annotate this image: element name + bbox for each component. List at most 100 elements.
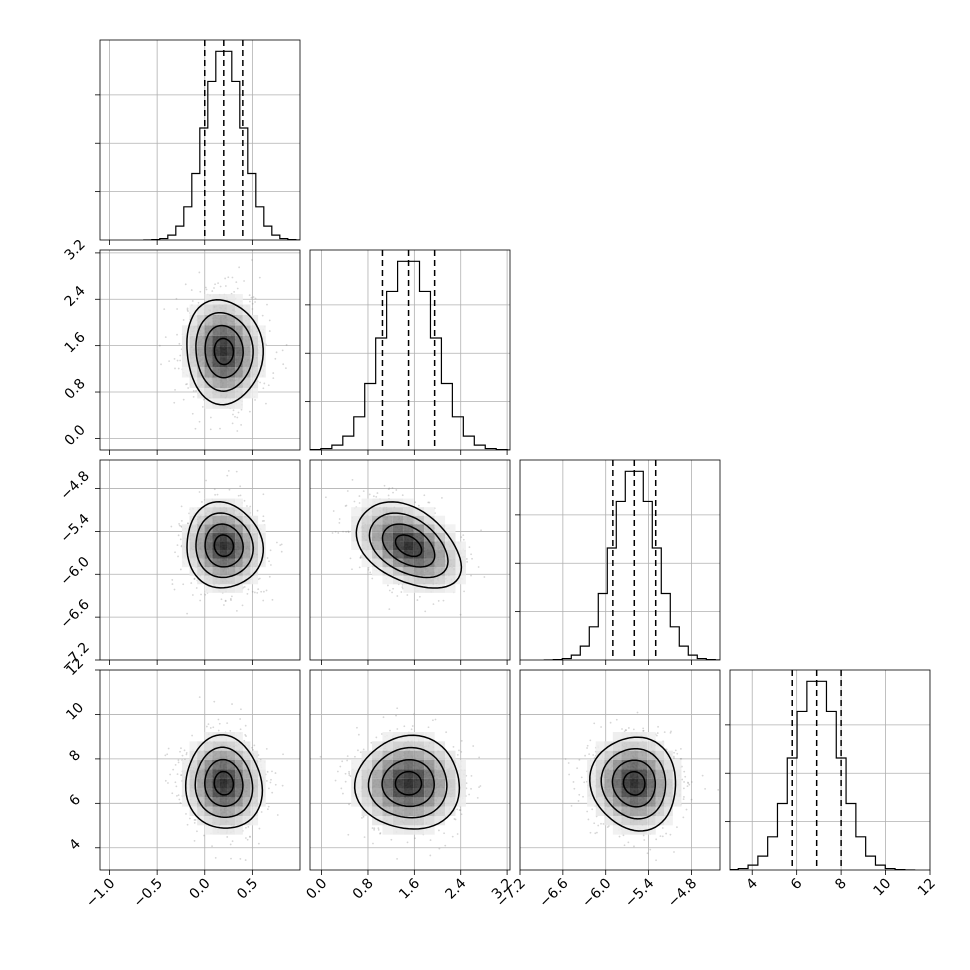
scatter-point xyxy=(387,494,390,497)
density-cell xyxy=(227,346,236,357)
density-cell xyxy=(403,532,414,542)
scatter-point xyxy=(423,494,426,497)
density-cell xyxy=(382,558,393,568)
density-cell xyxy=(220,575,228,585)
density-cell xyxy=(413,541,425,550)
scatter-point xyxy=(174,388,176,391)
density-cell xyxy=(424,532,435,542)
density-cell xyxy=(403,507,414,516)
density-cell xyxy=(197,541,205,550)
scatter-point xyxy=(175,785,178,788)
scatter-point xyxy=(418,595,421,598)
density-cell xyxy=(372,532,383,542)
scatter-point xyxy=(213,287,215,289)
density-cell xyxy=(392,558,404,568)
scatter-point xyxy=(216,493,219,496)
density-cell xyxy=(413,507,425,516)
scatter-point xyxy=(480,529,482,532)
scatter-point xyxy=(229,843,232,846)
density-cell xyxy=(227,387,236,399)
scatter-point xyxy=(184,758,186,761)
density-cell xyxy=(212,741,220,751)
density-cell xyxy=(382,507,393,516)
scatter-point xyxy=(192,389,195,392)
scatter-point xyxy=(347,530,350,533)
density-cell xyxy=(250,806,259,816)
density-cell xyxy=(197,304,205,315)
density-cell xyxy=(392,515,404,525)
density-cell xyxy=(220,825,228,835)
scatter-point xyxy=(177,534,180,537)
density-cell xyxy=(242,356,251,368)
scatter-point xyxy=(254,301,257,303)
scatter-point xyxy=(160,363,162,366)
scatter-point xyxy=(342,530,344,533)
scatter-point xyxy=(243,499,246,502)
panel-3-1: 0.0 0.8 1.6 2.4 3.2 xyxy=(303,669,516,903)
scatter-point xyxy=(214,283,216,286)
scatter-point xyxy=(177,759,180,762)
scatter-point xyxy=(281,349,284,352)
density-cell xyxy=(250,816,259,826)
scatter-point xyxy=(280,550,283,553)
density-cell xyxy=(181,325,190,336)
scatter-point xyxy=(207,723,210,726)
density-cell xyxy=(424,550,435,559)
density-cell xyxy=(197,778,205,788)
density-cell xyxy=(361,550,373,559)
scatter-point xyxy=(182,398,185,401)
density-cell xyxy=(204,314,213,326)
scatter-point xyxy=(185,813,187,815)
density-cell xyxy=(258,550,266,559)
scatter-point xyxy=(172,768,175,771)
density-cell xyxy=(220,797,228,807)
density-cell xyxy=(212,356,220,368)
scatter-point xyxy=(181,754,184,757)
density-cell xyxy=(250,797,259,807)
density-cell xyxy=(242,515,251,525)
scatter-point xyxy=(282,753,284,756)
scatter-point xyxy=(180,505,183,508)
density-cell xyxy=(204,304,213,315)
scatter-point xyxy=(362,490,365,492)
density-cell xyxy=(242,558,251,568)
density-cell xyxy=(181,335,190,347)
density-cell xyxy=(445,575,456,585)
density-cell xyxy=(197,507,205,516)
scatter-point xyxy=(187,522,189,525)
scatter-point xyxy=(369,571,372,574)
panel-content xyxy=(310,460,510,660)
scatter-point xyxy=(257,588,260,591)
scatter-point xyxy=(396,595,399,597)
density-cell xyxy=(434,541,446,550)
scatter-point xyxy=(171,579,174,581)
density-cell xyxy=(197,346,205,357)
scatter-point xyxy=(375,495,378,498)
density-cell xyxy=(392,541,404,550)
scatter-point xyxy=(163,308,166,311)
density-cell xyxy=(227,567,236,576)
density-cell xyxy=(250,367,259,378)
scatter-point xyxy=(260,811,263,813)
density-cell xyxy=(204,816,213,826)
density-cell xyxy=(434,558,446,568)
scatter-point xyxy=(226,474,229,477)
scatter-point xyxy=(265,747,268,750)
scatter-point xyxy=(158,344,161,347)
scatter-point xyxy=(198,420,201,423)
scatter-point xyxy=(258,577,261,580)
density-cell xyxy=(235,825,243,835)
y-tick-label: 1.6 xyxy=(62,329,89,356)
scatter-point xyxy=(392,491,394,494)
scatter-point xyxy=(176,794,178,797)
density-cell xyxy=(212,769,220,779)
scatter-point xyxy=(166,753,169,756)
scatter-point xyxy=(270,564,272,566)
scatter-point xyxy=(244,859,247,861)
density-cell xyxy=(424,558,435,568)
scatter-point xyxy=(236,416,239,419)
density-cell xyxy=(197,550,205,559)
contour-level-2 xyxy=(204,758,244,807)
